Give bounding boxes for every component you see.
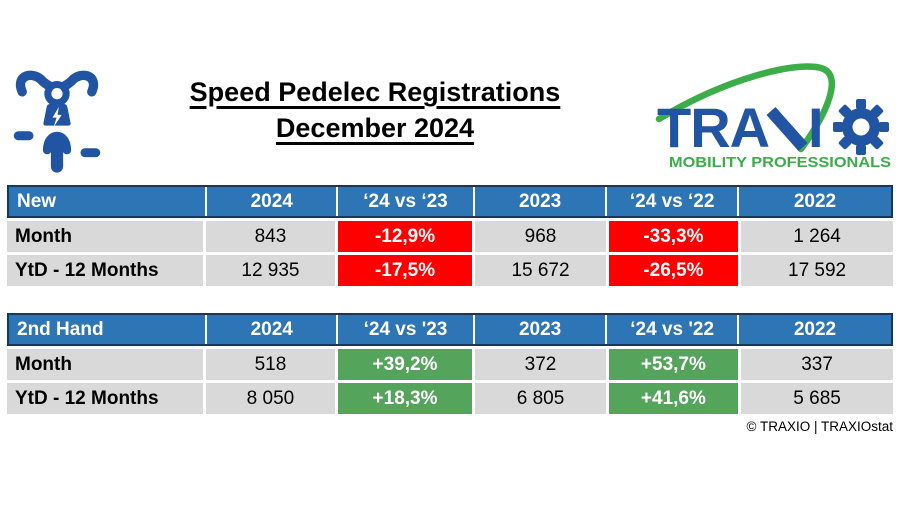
logo-x-stroke <box>766 107 808 151</box>
table-cell: 337 <box>741 349 894 380</box>
title-line-1: Speed Pedelec Registrations <box>189 77 561 107</box>
column-header: 2022 <box>738 187 891 216</box>
table-cell: 5 685 <box>741 383 894 414</box>
logo-swoosh <box>655 63 836 153</box>
table-row: YtD - 12 Months 8 050 +18,3% 6 805 +41,6… <box>7 383 894 414</box>
delta-cell: +18,3% <box>337 383 473 414</box>
delta-cell: +39,2% <box>337 349 473 380</box>
logo-text-tra: TRA <box>657 96 769 159</box>
page-title: Speed Pedelec Registrations December 202… <box>60 74 690 146</box>
speed-pedelec-icon <box>13 70 101 173</box>
table-cell: 15 672 <box>475 255 606 286</box>
table-row: Month 843 -12,9% 968 -33,3% 1 264 <box>7 221 894 252</box>
logo-tagline: MOBILITY PROFESSIONALS <box>669 154 891 171</box>
column-header: 2023 <box>474 187 606 216</box>
table-cell: 12 935 <box>206 255 335 286</box>
column-header: ‘24 vs '23 <box>338 315 473 344</box>
delta-cell: -12,9% <box>337 221 473 252</box>
table-cell: 8 050 <box>206 383 335 414</box>
gear-icon <box>833 99 889 155</box>
copyright-credit: © TRAXIO | TRAXIOstat <box>746 419 894 434</box>
delta-cell: +53,7% <box>608 349 739 380</box>
row-label: YtD - 12 Months <box>7 255 204 286</box>
table-cell: 6 805 <box>475 383 606 414</box>
column-header: ‘24 vs ‘23 <box>338 187 473 216</box>
table-row: Month 518 +39,2% 372 +53,7% 337 <box>7 349 894 380</box>
table-cell: 843 <box>206 221 335 252</box>
table-second-hand: 2nd Hand 2024 ‘24 vs '23 2023 ‘24 vs '22… <box>7 313 894 414</box>
delta-cell: -26,5% <box>608 255 739 286</box>
column-header: 2023 <box>474 315 606 344</box>
title-line-2: December 2024 <box>275 113 475 143</box>
column-header: 2nd Hand <box>9 315 206 344</box>
table-second-hand-header-row: 2nd Hand 2024 ‘24 vs '23 2023 ‘24 vs '22… <box>7 313 893 346</box>
delta-cell: -33,3% <box>608 221 739 252</box>
column-header: ‘24 vs '22 <box>607 315 737 344</box>
column-header: 2024 <box>207 187 337 216</box>
table-cell: 968 <box>475 221 606 252</box>
column-header: 2024 <box>207 315 337 344</box>
traxio-logo: TRA I MOBILITY PROFESSIONALS <box>655 63 891 171</box>
row-label: Month <box>7 221 204 252</box>
column-header: New <box>9 187 206 216</box>
row-label: YtD - 12 Months <box>7 383 204 414</box>
column-header: ‘24 vs ‘22 <box>607 187 737 216</box>
table-cell: 372 <box>475 349 606 380</box>
delta-cell: -17,5% <box>337 255 473 286</box>
table-new: New 2024 ‘24 vs ‘23 2023 ‘24 vs ‘22 2022… <box>7 185 894 286</box>
table-row: YtD - 12 Months 12 935 -17,5% 15 672 -26… <box>7 255 894 286</box>
table-cell: 1 264 <box>741 221 894 252</box>
delta-cell: +41,6% <box>608 383 739 414</box>
row-label: Month <box>7 349 204 380</box>
table-new-header-row: New 2024 ‘24 vs ‘23 2023 ‘24 vs ‘22 2022 <box>7 185 893 218</box>
logo-text-i: I <box>808 96 824 159</box>
column-header: 2022 <box>738 315 891 344</box>
table-cell: 17 592 <box>741 255 894 286</box>
table-cell: 518 <box>206 349 335 380</box>
